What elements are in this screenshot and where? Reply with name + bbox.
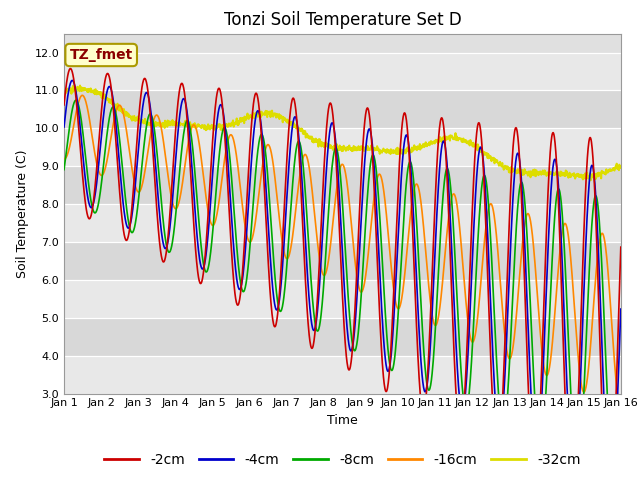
Legend: -2cm, -4cm, -8cm, -16cm, -32cm: -2cm, -4cm, -8cm, -16cm, -32cm	[99, 447, 586, 472]
Bar	[64, 52, 621, 90]
Bar	[64, 204, 621, 242]
Title: Tonzi Soil Temperature Set D: Tonzi Soil Temperature Set D	[223, 11, 461, 29]
X-axis label: Time: Time	[327, 414, 358, 427]
Bar	[64, 90, 621, 128]
Bar	[64, 356, 621, 394]
Text: TZ_fmet: TZ_fmet	[70, 48, 133, 62]
Bar	[64, 166, 621, 204]
Bar	[64, 242, 621, 280]
Bar	[64, 318, 621, 356]
Bar	[64, 280, 621, 318]
Bar	[64, 128, 621, 166]
Y-axis label: Soil Temperature (C): Soil Temperature (C)	[16, 149, 29, 278]
